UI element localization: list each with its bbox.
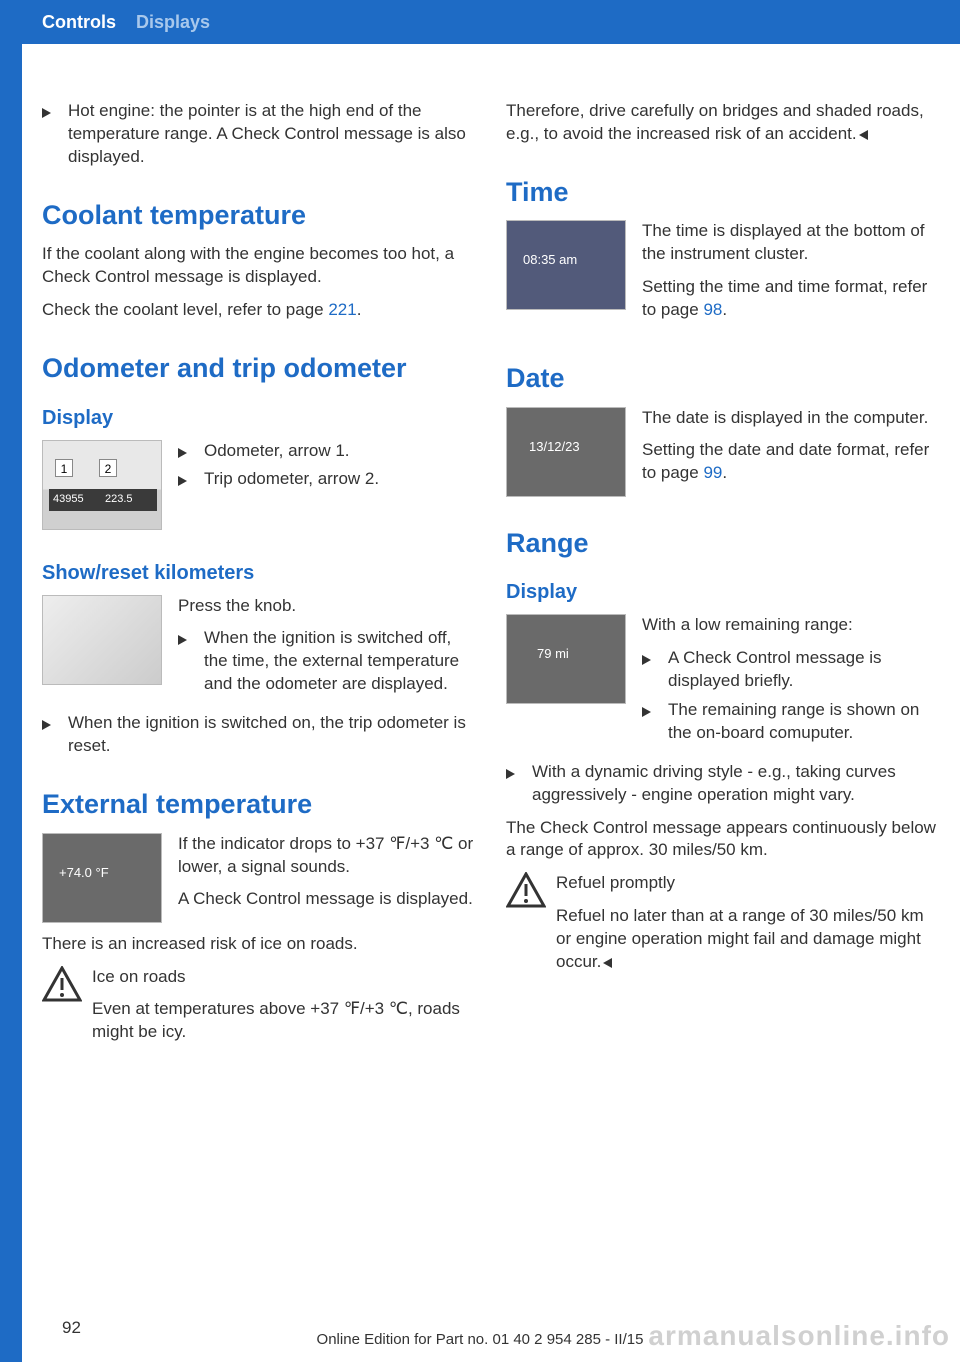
date-figure: 13/12/23 The date is displayed in the co… (506, 407, 938, 497)
time-value: 08:35 am (523, 251, 577, 269)
bullet-icon (178, 440, 204, 463)
paragraph: Setting the date and date for­mat, refer… (642, 439, 938, 485)
warning-block: Ice on roads Even at temperatures above … (42, 966, 474, 1045)
bullet-text: When the ignition is switched on, the tr… (68, 712, 474, 758)
warning-block: Refuel promptly Refuel no later than at … (506, 872, 938, 974)
ext-temp-figure: +74.0 °F If the indicator drops to +37 ℉… (42, 833, 474, 923)
page-header: Controls Displays (0, 0, 960, 44)
left-column: Hot engine: the pointer is at the high e… (42, 100, 474, 1048)
list-item: When the ignition is switched off, the t… (178, 627, 474, 696)
bullet-icon (178, 468, 204, 491)
tab-controls: Controls (42, 12, 116, 33)
paragraph: A Check Control message is displayed. (178, 888, 474, 911)
bullet-icon (506, 761, 532, 807)
paragraph: Therefore, drive carefully on bridges an… (506, 100, 938, 146)
date-thumb: 13/12/23 (506, 407, 626, 497)
heading-time: Time (506, 174, 938, 210)
heading-date: Date (506, 360, 938, 396)
temp-value: +74.0 °F (59, 864, 109, 882)
bullet-icon (642, 647, 668, 693)
text: . (722, 300, 727, 319)
end-marker-icon (603, 958, 612, 968)
bullet-icon (42, 100, 68, 169)
warning-icon (42, 966, 82, 1002)
right-column: Therefore, drive carefully on bridges an… (506, 100, 938, 1048)
end-marker-icon (859, 130, 868, 140)
bullet-text: Hot engine: the pointer is at the high e… (68, 100, 474, 169)
range-thumb: 79 mi (506, 614, 626, 704)
subheading-range-display: Display (506, 579, 938, 606)
list-item: With a dynamic driving style - e.g., tak… (506, 761, 938, 807)
trip-value: 223.5 (105, 492, 133, 507)
paragraph: Setting the time and time for­mat, refer… (642, 276, 938, 322)
paragraph: The Check Control message appears contin… (506, 817, 938, 863)
subheading-display: Display (42, 405, 474, 432)
text: Setting the time and time for­mat, refer… (642, 277, 927, 319)
arrow-1-icon: 1 (55, 459, 73, 477)
heading-odometer: Odometer and trip odometer (42, 350, 474, 386)
text: Check the coolant level, refer to page (42, 300, 328, 319)
bullet-text: With a dynamic driving style - e.g., tak… (532, 761, 938, 807)
paragraph: Press the knob. (178, 595, 474, 618)
heading-range: Range (506, 525, 938, 561)
list-item: Odometer, arrow 1. (178, 440, 474, 463)
page-link[interactable]: 98 (703, 300, 722, 319)
side-bar (0, 0, 22, 1362)
bullet-icon (42, 712, 68, 758)
subheading-show-reset: Show/reset kilometers (42, 560, 474, 587)
knob-figure: Press the knob. When the ignition is swi… (42, 595, 474, 703)
paragraph: Check the coolant level, refer to page 2… (42, 299, 474, 322)
tab-displays: Displays (136, 12, 210, 33)
bullet-icon (642, 699, 668, 745)
heading-coolant: Coolant temperature (42, 197, 474, 233)
range-figure: 79 mi With a low remaining range: A Chec… (506, 614, 938, 751)
paragraph: There is an increased risk of ice on roa… (42, 933, 474, 956)
list-item: A Check Control message is displayed bri… (642, 647, 938, 693)
heading-ext-temp: External temperature (42, 786, 474, 822)
page-link[interactable]: 99 (703, 463, 722, 482)
text: Setting the date and date for­mat, refer… (642, 440, 929, 482)
content-area: Hot engine: the pointer is at the high e… (42, 100, 938, 1048)
bullet-icon (178, 627, 204, 696)
odometer-thumb: 1 2 43955 223.5 (42, 440, 162, 530)
warning-body: Even at temperatures above +37 ℉/+3 ℃, r… (92, 999, 460, 1041)
list-item: When the ignition is switched on, the tr… (42, 712, 474, 758)
bullet-text: Trip odometer, arrow 2. (204, 468, 474, 491)
list-item: Trip odometer, arrow 2. (178, 468, 474, 491)
bullet-text: When the ignition is switched off, the t… (204, 627, 474, 696)
paragraph: If the indicator drops to +37 ℉/+3 ℃ or … (178, 833, 474, 879)
paragraph: With a low remaining range: (642, 614, 938, 637)
paragraph: The date is displayed in the computer. (642, 407, 938, 430)
bullet-text: The remaining range is shown on the on-b… (668, 699, 938, 745)
odometer-figure: 1 2 43955 223.5 Odometer, arrow 1. Trip … (42, 440, 474, 530)
list-item: The remaining range is shown on the on-b… (642, 699, 938, 745)
range-value: 79 mi (537, 645, 569, 663)
warning-title: Refuel promptly (556, 872, 938, 895)
warning-title: Ice on roads (92, 966, 474, 989)
paragraph: The time is displayed at the bot­tom of … (642, 220, 938, 266)
odometer-value: 43955 (53, 492, 84, 507)
paragraph: If the coolant along with the engine bec… (42, 243, 474, 289)
page-link[interactable]: 221 (328, 300, 356, 319)
text: . (357, 300, 362, 319)
bullet-text: Odometer, arrow 1. (204, 440, 474, 463)
time-figure: 08:35 am The time is displayed at the bo… (506, 220, 938, 332)
watermark: armanualsonline.info (648, 1320, 950, 1352)
ext-temp-thumb: +74.0 °F (42, 833, 162, 923)
text: . (722, 463, 727, 482)
arrow-2-icon: 2 (99, 459, 117, 477)
list-item: Hot engine: the pointer is at the high e… (42, 100, 474, 169)
time-thumb: 08:35 am (506, 220, 626, 310)
bullet-text: A Check Control message is displayed bri… (668, 647, 938, 693)
knob-thumb (42, 595, 162, 685)
warning-icon (506, 872, 546, 908)
date-value: 13/12/23 (529, 438, 580, 456)
